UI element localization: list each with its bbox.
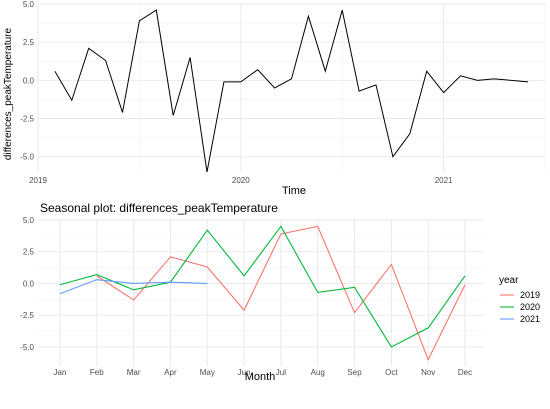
y-tick-label: 5.0 xyxy=(23,216,35,225)
bottom-x-axis-title: Month xyxy=(245,371,276,383)
top-x-ticks: 2019 2020 2021 xyxy=(29,176,453,185)
top-x-axis-title: Time xyxy=(282,185,306,197)
y-tick-label: 5.0 xyxy=(23,0,35,9)
bottom-series xyxy=(59,225,466,362)
seasonal-plot-title: Seasonal plot: differences_peakTemperatu… xyxy=(40,201,278,215)
top-panel: -5.0 -2.5 0.0 2.5 5.0 2019 2020 2021 Time diff… xyxy=(3,0,546,197)
x-tick-label: Nov xyxy=(421,368,435,377)
x-tick-label: 2019 xyxy=(29,176,47,185)
x-tick-label: Apr xyxy=(164,368,177,377)
x-tick-label: Dec xyxy=(458,368,472,377)
top-grid xyxy=(37,3,546,172)
x-tick-label: Oct xyxy=(385,368,398,377)
x-tick-label: 2021 xyxy=(435,176,453,185)
bottom-y-ticks: -5.0 -2.5 0.0 2.5 5.0 xyxy=(20,216,34,352)
bottom-grid xyxy=(38,219,484,366)
top-y-axis-title: differences_peakTemperature xyxy=(3,28,14,161)
y-tick-label: -2.5 xyxy=(20,115,34,124)
legend-title: year xyxy=(499,275,519,286)
y-tick-label: -5.0 xyxy=(20,153,34,162)
y-tick-label: 0.0 xyxy=(23,279,35,288)
series-line-2019 xyxy=(96,225,466,362)
x-tick-label: Jun xyxy=(238,368,251,377)
y-tick-label: -5.0 xyxy=(20,343,34,352)
y-tick-label: 2.5 xyxy=(23,38,35,47)
y-tick-label: 2.5 xyxy=(23,248,35,257)
series-line xyxy=(54,9,529,173)
legend-label-2020: 2020 xyxy=(520,302,540,312)
x-tick-label: Aug xyxy=(311,368,325,377)
x-tick-label: Mar xyxy=(127,368,141,377)
bottom-x-ticks: Jan Feb Mar Apr May Jun Jul Aug Sep Oct Nov Dec xyxy=(54,368,473,377)
x-tick-label: Sep xyxy=(347,368,362,377)
x-tick-label: Jan xyxy=(54,368,67,377)
legend-label-2021: 2021 xyxy=(520,314,540,324)
top-y-ticks: -5.0 -2.5 0.0 2.5 5.0 xyxy=(20,0,34,162)
x-tick-label: 2020 xyxy=(232,176,250,185)
x-tick-label: May xyxy=(200,368,215,377)
series-line-2021 xyxy=(59,279,208,295)
x-tick-label: Feb xyxy=(90,368,104,377)
legend: year 2019 2020 2021 xyxy=(499,275,540,324)
series-line-2020 xyxy=(59,225,466,348)
bottom-panel: Seasonal plot: differences_peakTemperatu… xyxy=(20,201,484,383)
top-series xyxy=(54,9,529,173)
x-tick-label: Jul xyxy=(276,368,286,377)
y-tick-label: -2.5 xyxy=(20,311,34,320)
legend-label-2019: 2019 xyxy=(520,290,540,300)
y-tick-label: 0.0 xyxy=(23,76,35,85)
